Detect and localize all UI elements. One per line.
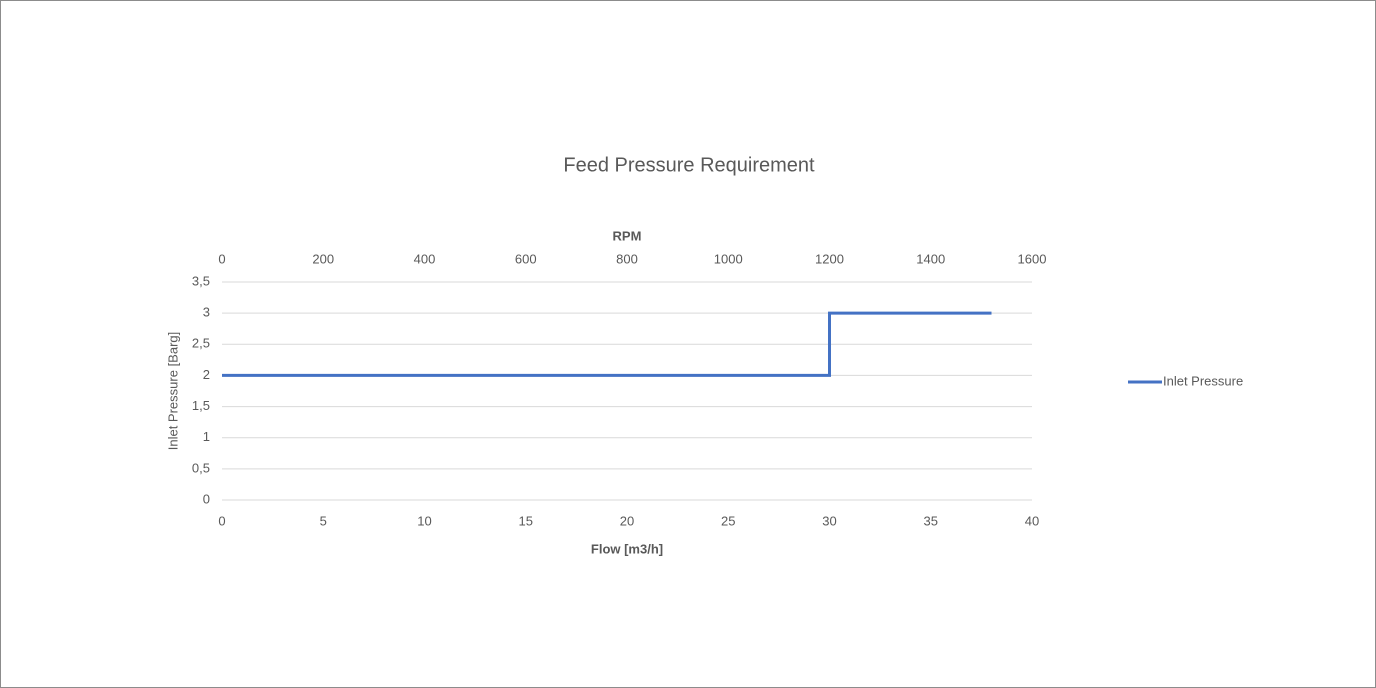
y-tick-label: 0,5	[192, 460, 210, 475]
x2-tick-label: 800	[616, 251, 638, 266]
x-tick-label: 5	[320, 513, 327, 528]
x2-tick-label: 600	[515, 251, 537, 266]
x-tick-label: 20	[620, 513, 634, 528]
x-tick-label: 40	[1025, 513, 1039, 528]
y-tick-label: 3,5	[192, 273, 210, 288]
y-tick-label: 0	[203, 491, 210, 506]
x-tick-label: 25	[721, 513, 735, 528]
x2-tick-label: 1400	[916, 251, 945, 266]
x2-tick-label: 1200	[815, 251, 844, 266]
y-tick-label: 2	[203, 367, 210, 382]
x-tick-label: 35	[924, 513, 938, 528]
x-tick-label: 30	[822, 513, 836, 528]
y-tick-label: 2,5	[192, 336, 210, 351]
x2-tick-label: 0	[218, 251, 225, 266]
x-tick-label: 10	[417, 513, 431, 528]
x-axis-title: Flow [m3/h]	[591, 541, 663, 556]
data-line	[222, 311, 992, 377]
y-tick-label: 3	[203, 305, 210, 320]
x2-tick-label: 400	[414, 251, 436, 266]
x2-tick-label: 1000	[714, 251, 743, 266]
x-tick-label: 15	[519, 513, 533, 528]
x2-tick-label: 200	[312, 251, 334, 266]
x2-axis-title: RPM	[613, 228, 642, 243]
x2-tick-label: 1600	[1018, 251, 1047, 266]
y-tick-label: 1,5	[192, 398, 210, 413]
x-tick-label: 0	[218, 513, 225, 528]
y-axis-title: Inlet Pressure [Barg]	[165, 332, 180, 451]
y-tick-label: 1	[203, 429, 210, 444]
chart-title: Feed Pressure Requirement	[563, 154, 815, 176]
legend-label: Inlet Pressure	[1163, 373, 1243, 388]
